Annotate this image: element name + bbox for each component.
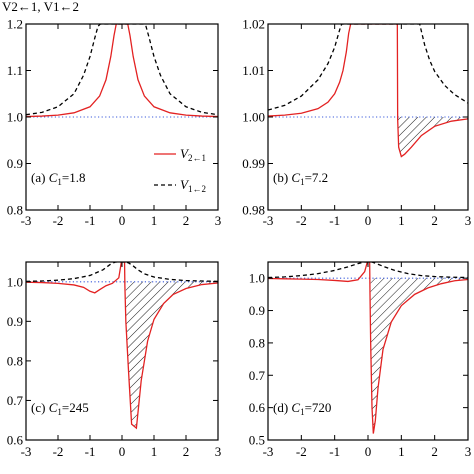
x-tick-label: 1 (151, 444, 158, 459)
x-tick-label: 0 (119, 213, 126, 228)
x-tick-label: -2 (53, 213, 64, 228)
y-tick-label: 0.9 (7, 314, 23, 329)
x-tick-label: 0 (119, 444, 126, 459)
panel-d: -3 -2 -1 0 1 2 3 0.5 0.6 0.7 0.8 0.9 1.0 (d) C1=720 (249, 261, 472, 459)
y-tick-label: 0.8 (7, 203, 23, 218)
panel-b: -3 -2 -1 0 1 2 3 0.98 0.99 1.00 1.01 1.02 (b) C1=7.2 (242, 17, 471, 229)
x-tick-label: 1 (398, 213, 405, 228)
series-v12-line (268, 24, 468, 111)
hatched-area (125, 281, 218, 428)
y-tick-label: 0.98 (242, 203, 265, 218)
y-tick-label: 1.01 (242, 63, 265, 78)
series-v21-line (26, 262, 218, 430)
x-tick-label: -1 (329, 444, 340, 459)
x-tick-label: 0 (365, 213, 372, 228)
y-tick-label: 0.9 (249, 303, 265, 318)
y-tick-label: 0.6 (7, 433, 24, 448)
x-tick-label: -2 (296, 213, 307, 228)
series-v21-line (268, 24, 468, 158)
y-tick-label: 1.0 (7, 274, 23, 289)
y-tick-label: 1.0 (7, 110, 23, 125)
series-v12-line (26, 24, 218, 116)
y-tick-label: 0.6 (249, 400, 266, 415)
x-tick-label: 1 (398, 444, 405, 459)
x-tick-label: 3 (465, 213, 472, 228)
panel-c: -3 -2 -1 0 1 2 3 0.6 0.7 0.8 0.9 1.0 (c) C1=245 (7, 261, 222, 459)
y-tick-label: 0.9 (7, 156, 23, 171)
panel-annotation: (a) C1=1.8 (31, 170, 85, 187)
y-tick-label: 1.2 (7, 17, 23, 32)
y-tick-label: 0.99 (242, 156, 265, 171)
header-fragment: V2←1, V1←2 (2, 0, 79, 14)
x-tick-label: -3 (21, 444, 32, 459)
x-tick-label: 3 (215, 213, 222, 228)
x-tick-label: 2 (183, 213, 190, 228)
x-tick-label: 3 (465, 444, 472, 459)
x-tick-label: 2 (431, 213, 438, 228)
legend-label: V2←1 (180, 146, 206, 163)
y-tick-label: 1.1 (7, 63, 23, 78)
series-v21-line (26, 24, 218, 118)
x-tick-label: -1 (85, 213, 96, 228)
x-tick-label: -2 (296, 444, 307, 459)
hatched-area (398, 117, 468, 157)
x-tick-label: 2 (183, 444, 190, 459)
y-tick-label: 0.5 (249, 433, 265, 448)
panel-annotation: (d) C1=720 (273, 400, 331, 417)
y-tick-label: 0.8 (249, 335, 265, 350)
panel-annotation: (c) C1=245 (31, 400, 89, 417)
series-v21-line (268, 262, 468, 434)
legend-label: V1←2 (180, 177, 206, 194)
x-tick-label: -1 (329, 213, 340, 228)
x-tick-label: -2 (53, 444, 64, 459)
x-tick-label: -3 (263, 444, 274, 459)
x-tick-label: -1 (85, 444, 96, 459)
series-v12-line (268, 262, 468, 279)
y-tick-label: 1.0 (249, 271, 265, 286)
y-tick-label: 0.7 (249, 368, 266, 383)
x-tick-label: 0 (365, 444, 372, 459)
hatched-area (370, 278, 468, 432)
panel-a: -3 -2 -1 0 1 2 3 0.8 0.9 1.0 1.1 1.2 (a) C1=1.8 V2←1 V… (7, 17, 222, 229)
y-tick-label: 0.7 (7, 393, 24, 408)
x-tick-label: 3 (215, 444, 222, 459)
y-tick-label: 1.00 (242, 110, 265, 125)
y-tick-label: 0.8 (7, 353, 23, 368)
x-tick-label: -3 (263, 213, 274, 228)
x-tick-label: 2 (431, 444, 438, 459)
x-tick-label: -3 (21, 213, 32, 228)
panel-annotation: (b) C1=7.2 (273, 170, 328, 187)
x-tick-label: 1 (151, 213, 158, 228)
y-tick-label: 1.02 (242, 17, 265, 32)
